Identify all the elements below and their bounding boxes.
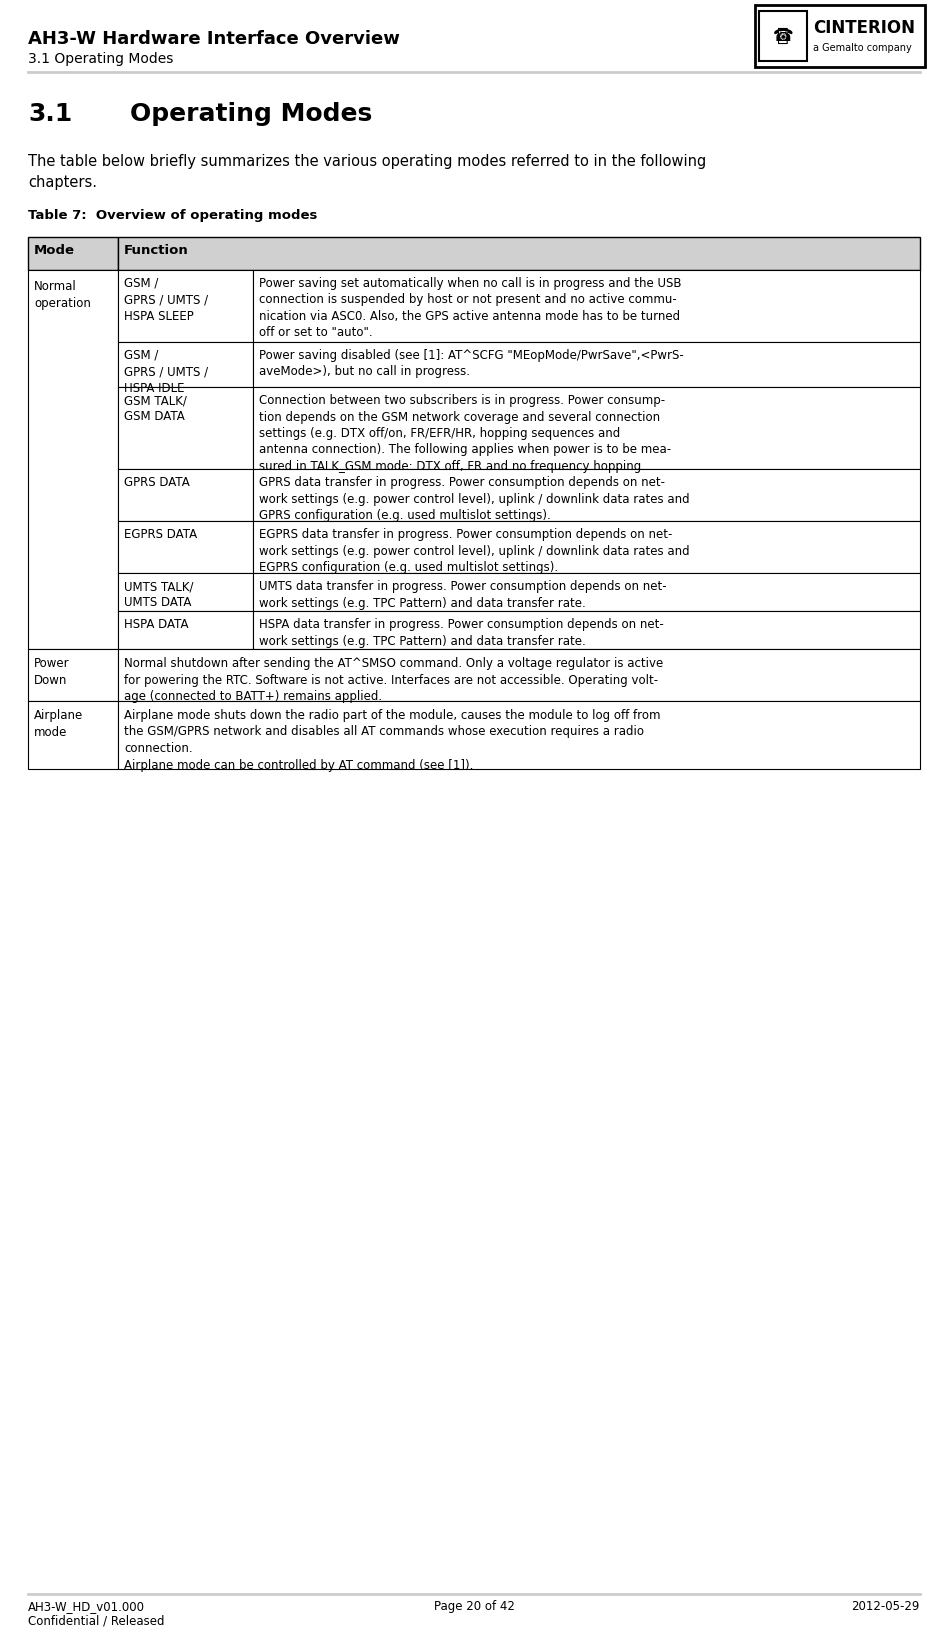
Text: UMTS data transfer in progress. Power consumption depends on net-
work settings : UMTS data transfer in progress. Power co…: [259, 581, 666, 610]
Text: GSM TALK/
GSM DATA: GSM TALK/ GSM DATA: [124, 394, 187, 424]
Text: Confidential / Released: Confidential / Released: [28, 1615, 165, 1628]
Text: Power saving disabled (see [1]: AT^SCFG "MEopMode/PwrSave",<PwrS-
aveMode>), but: Power saving disabled (see [1]: AT^SCFG …: [259, 348, 684, 378]
Text: HSPA data transfer in progress. Power consumption depends on net-
work settings : HSPA data transfer in progress. Power co…: [259, 618, 664, 648]
Bar: [28, 270, 118, 649]
Bar: [118, 649, 920, 700]
Text: 2012-05-29: 2012-05-29: [851, 1600, 920, 1613]
Bar: [118, 388, 253, 470]
Text: Airplane mode shuts down the radio part of the module, causes the module to log : Airplane mode shuts down the radio part …: [124, 708, 661, 772]
Text: Function: Function: [124, 244, 189, 257]
Bar: [759, 11, 807, 61]
Bar: [118, 237, 920, 270]
Bar: [253, 573, 920, 610]
Text: Connection between two subscribers is in progress. Power consump-
tion depends o: Connection between two subscribers is in…: [259, 394, 671, 473]
Text: EGPRS DATA: EGPRS DATA: [124, 528, 197, 542]
Bar: [118, 700, 920, 769]
Bar: [253, 388, 920, 470]
Text: Table 7:  Overview of operating modes: Table 7: Overview of operating modes: [28, 209, 318, 222]
Text: GSM /
GPRS / UMTS /
HSPA SLEEP: GSM / GPRS / UMTS / HSPA SLEEP: [124, 276, 209, 322]
Text: HSPA DATA: HSPA DATA: [124, 618, 189, 631]
Bar: [253, 270, 920, 342]
Bar: [118, 342, 253, 388]
Text: Normal
operation: Normal operation: [34, 280, 91, 309]
Text: AH3-W_HD_v01.000: AH3-W_HD_v01.000: [28, 1600, 145, 1613]
Bar: [118, 573, 253, 610]
Text: GSM /
GPRS / UMTS /
HSPA IDLE: GSM / GPRS / UMTS / HSPA IDLE: [124, 348, 209, 394]
Text: 3.1 Operating Modes: 3.1 Operating Modes: [28, 52, 173, 65]
Bar: [118, 470, 253, 520]
Text: Mode: Mode: [34, 244, 75, 257]
Bar: [118, 520, 253, 573]
Bar: [253, 470, 920, 520]
Bar: [253, 342, 920, 388]
Text: GPRS DATA: GPRS DATA: [124, 476, 190, 489]
Text: UMTS TALK/
UMTS DATA: UMTS TALK/ UMTS DATA: [124, 581, 193, 610]
Bar: [253, 520, 920, 573]
Text: CINTERION: CINTERION: [813, 20, 915, 38]
Text: Operating Modes: Operating Modes: [130, 101, 373, 126]
Text: GPRS data transfer in progress. Power consumption depends on net-
work settings : GPRS data transfer in progress. Power co…: [259, 476, 689, 522]
Text: EGPRS data transfer in progress. Power consumption depends on net-
work settings: EGPRS data transfer in progress. Power c…: [259, 528, 689, 574]
Text: Airplane
mode: Airplane mode: [34, 708, 83, 738]
Text: ☎: ☎: [773, 28, 793, 46]
Bar: [118, 270, 253, 342]
Text: AH3-W Hardware Interface Overview: AH3-W Hardware Interface Overview: [28, 29, 400, 47]
Text: 📱: 📱: [777, 26, 789, 44]
Text: The table below briefly summarizes the various operating modes referred to in th: The table below briefly summarizes the v…: [28, 154, 706, 190]
Bar: [28, 237, 118, 270]
Text: 3.1: 3.1: [28, 101, 72, 126]
Text: Power
Down: Power Down: [34, 658, 69, 687]
Bar: [28, 649, 118, 700]
Bar: [28, 700, 118, 769]
Bar: [118, 610, 253, 649]
Text: Power saving set automatically when no call is in progress and the USB
connectio: Power saving set automatically when no c…: [259, 276, 682, 340]
Text: a Gemalto company: a Gemalto company: [813, 43, 912, 52]
Bar: [755, 5, 925, 67]
Text: Page 20 of 42: Page 20 of 42: [433, 1600, 515, 1613]
Text: Normal shutdown after sending the AT^SMSO command. Only a voltage regulator is a: Normal shutdown after sending the AT^SMS…: [124, 658, 664, 703]
Bar: [253, 610, 920, 649]
